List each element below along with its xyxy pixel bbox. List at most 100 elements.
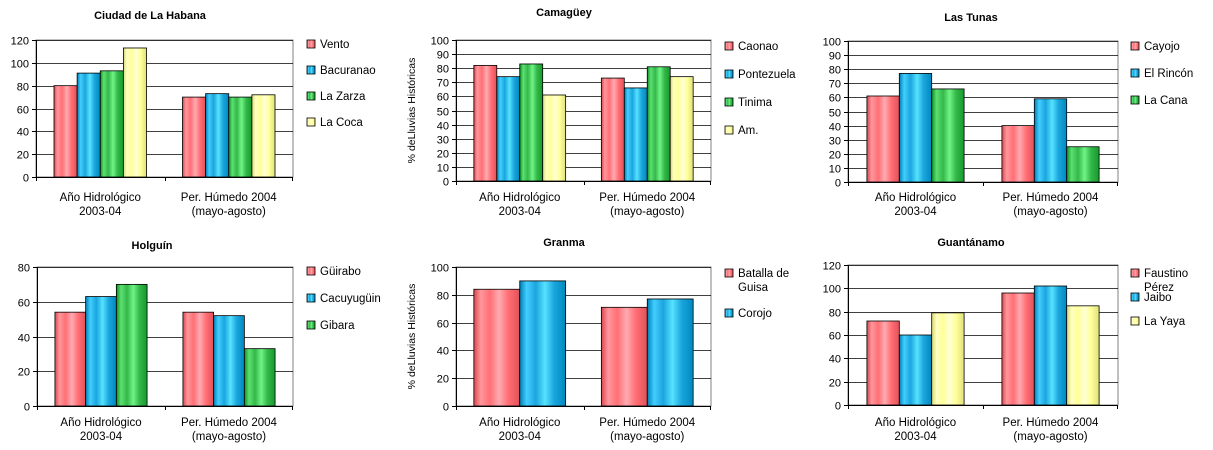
y-tick-label: 90	[437, 50, 449, 62]
y-tick-label: 40	[829, 354, 841, 366]
bar-guirabo-1	[54, 311, 87, 407]
y-tick-label: 0	[24, 402, 30, 414]
y-tick-label: 40	[437, 121, 449, 133]
y-tick-label: 40	[18, 333, 30, 345]
bar-tinima-1	[519, 63, 544, 182]
bar-corojo-1	[519, 280, 567, 407]
legend-swatch-el-rincon	[1130, 68, 1140, 78]
legend-swatch-am	[724, 125, 734, 135]
legend-label: Pontezuela	[738, 69, 796, 81]
legend-swatch-gibara	[306, 320, 316, 330]
legend-label: La Coca	[320, 117, 363, 129]
x-category-label: Año Hidrológico	[875, 192, 956, 204]
legend-swatch-bacuranao	[306, 65, 316, 75]
y-tick-label: 120	[823, 261, 841, 273]
y-tick-label: 80	[18, 263, 30, 275]
y-tick-label: 0	[23, 173, 29, 185]
y-tick-label: 60	[18, 298, 30, 310]
bar-el-rincon-2	[1033, 98, 1068, 183]
y-tick-label: 60	[17, 105, 29, 117]
legend-label: Güirabo	[320, 266, 361, 278]
legend-label: La Cana	[1144, 95, 1188, 107]
x-category-label: (mayo-agosto)	[192, 431, 266, 443]
bar-pontezuela-1	[496, 76, 521, 182]
chart-ciudad-de-la-habana: Ciudad de La Habana 0 20 40 60 80 100 120 Año Hi…	[11, 10, 376, 218]
x-category-label: (mayo-agosto)	[192, 206, 266, 218]
legend-label: Guisa	[738, 282, 769, 294]
y-tick-label: 20	[437, 374, 449, 386]
y-tick-label: 70	[437, 78, 449, 90]
y-tick-label: 40	[829, 122, 841, 134]
chart-title: Camagüey	[536, 7, 593, 19]
y-tick-label: 50	[437, 107, 449, 119]
bar-el-rincon-1	[898, 73, 933, 183]
x-category-label: 2003-04	[79, 206, 122, 218]
legend-swatch-cayojo	[1130, 41, 1140, 51]
legend-label: Cacuyugüin	[320, 293, 381, 305]
y-tick-label: 100	[823, 37, 841, 49]
y-tick-label: 10	[437, 163, 449, 175]
legend-label: Batalla de	[738, 268, 789, 280]
y-tick-label: 0	[835, 401, 841, 413]
y-tick-label: 70	[829, 79, 841, 91]
bar-cayojo-1	[866, 95, 900, 183]
bar-am-1	[542, 94, 567, 182]
x-category-label: Año Hidrológico	[479, 417, 560, 429]
chart-camaguey: Camagüey % deLluvias Históricas 0 10 20 30 40 5…	[406, 7, 796, 218]
legend-label: La Yaya	[1144, 316, 1186, 328]
y-tick-label: 80	[829, 308, 841, 320]
legend-swatch-pontezuela	[724, 69, 734, 79]
legend-label: Gibara	[320, 320, 355, 332]
legend-swatch-faustino-perez	[1130, 268, 1140, 278]
x-category-label: Año Hidrológico	[60, 417, 141, 429]
bar-batalla-de-guisa-2	[600, 306, 648, 407]
legend-swatch-caonao	[724, 41, 734, 51]
legend-label: Am.	[738, 125, 758, 137]
bar-la-zarza-1	[99, 70, 124, 178]
x-category-label: Per. Húmedo 2004	[181, 417, 278, 429]
legend-label: Caonao	[738, 41, 778, 53]
y-tick-label: 100	[431, 263, 449, 275]
bar-jaibo-1	[898, 334, 933, 406]
y-tick-label: 100	[431, 36, 449, 48]
chart-title: Holguín	[132, 240, 173, 252]
y-tick-label: 40	[437, 346, 449, 358]
x-category-label: Per. Húmedo 2004	[599, 417, 696, 429]
x-category-label: 2003-04	[894, 431, 937, 443]
bar-am-2	[669, 76, 694, 182]
y-tick-label: 60	[437, 319, 449, 331]
bar-bacuranao-1	[76, 72, 101, 178]
y-tick-label: 20	[18, 367, 30, 379]
y-axis-label: % deLluvias Históricas	[406, 284, 418, 390]
bar-la-cana-2	[1066, 146, 1100, 183]
legend-swatch-tinima	[724, 97, 734, 107]
bar-caonao-2	[600, 77, 625, 182]
bar-cacuyuguin-2	[213, 315, 245, 407]
bar-la-yaya-1	[931, 312, 965, 406]
y-tick-label: 20	[17, 150, 29, 162]
bar-vento-1	[53, 85, 78, 178]
legend-label: Corojo	[738, 308, 772, 320]
x-category-label: (mayo-agosto)	[1013, 206, 1087, 218]
x-category-label: Año Hidrológico	[60, 192, 141, 204]
bar-cayojo-2	[1001, 125, 1035, 183]
bar-vento-2	[182, 96, 207, 178]
y-axis-label: % deLluvias Históricas	[406, 58, 418, 164]
bar-gibara-2	[243, 348, 276, 407]
legend-label: La Zarza	[320, 91, 366, 103]
bar-gibara-1	[115, 283, 148, 407]
chart-guantanamo: Guantánamo 0 20 40 60 80 100 120 Año Hidrológico…	[823, 237, 1188, 443]
bar-corojo-2	[646, 298, 694, 407]
y-tick-label: 10	[829, 164, 841, 176]
chart-las-tunas: Las Tunas 0 10 20 30 40 50 60 70 80 90 100 Año Hidro…	[823, 12, 1194, 218]
chart-granma: Granma % deLluvias Históricas 0 20 40 60 80 100…	[406, 237, 789, 443]
legend-swatch-la-zarza	[306, 91, 316, 101]
x-category-label: Per. Húmedo 2004	[1003, 192, 1100, 204]
bar-tinima-2	[646, 66, 671, 182]
legend-swatch-la-cana	[1130, 95, 1140, 105]
x-category-label: 2003-04	[80, 431, 123, 443]
x-category-label: (mayo-agosto)	[1013, 431, 1087, 443]
bar-cacuyuguin-1	[85, 296, 117, 407]
y-tick-label: 60	[437, 92, 449, 104]
